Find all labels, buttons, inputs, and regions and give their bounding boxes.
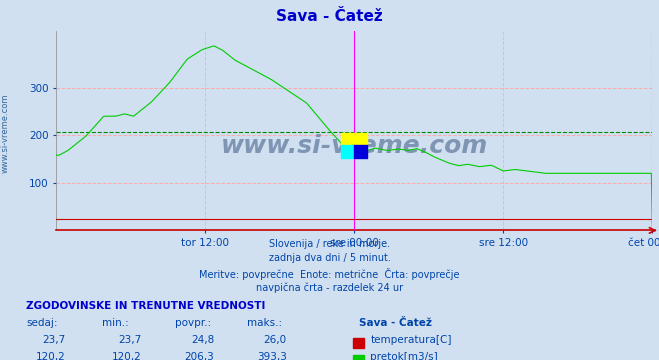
Text: ZGODOVINSKE IN TRENUTNE VREDNOSTI: ZGODOVINSKE IN TRENUTNE VREDNOSTI — [26, 301, 266, 311]
Text: Sava - Čatež: Sava - Čatež — [359, 318, 432, 328]
Text: 24,8: 24,8 — [191, 335, 214, 345]
Text: Sava - Čatež: Sava - Čatež — [276, 9, 383, 24]
Text: www.si-vreme.com: www.si-vreme.com — [1, 94, 10, 173]
Text: navpična črta - razdelek 24 ur: navpična črta - razdelek 24 ur — [256, 282, 403, 293]
Text: zadnja dva dni / 5 minut.: zadnja dva dni / 5 minut. — [269, 253, 390, 264]
Text: 23,7: 23,7 — [119, 335, 142, 345]
Text: Meritve: povprečne  Enote: metrične  Črta: povprečje: Meritve: povprečne Enote: metrične Črta:… — [199, 268, 460, 280]
Text: 120,2: 120,2 — [36, 352, 66, 360]
Text: temperatura[C]: temperatura[C] — [370, 335, 452, 345]
Text: 120,2: 120,2 — [112, 352, 142, 360]
Text: maks.:: maks.: — [247, 318, 282, 328]
Text: povpr.:: povpr.: — [175, 318, 211, 328]
Text: 393,3: 393,3 — [257, 352, 287, 360]
Text: www.si-vreme.com: www.si-vreme.com — [221, 135, 488, 158]
Text: 23,7: 23,7 — [43, 335, 66, 345]
Text: 206,3: 206,3 — [185, 352, 214, 360]
Text: pretok[m3/s]: pretok[m3/s] — [370, 352, 438, 360]
Text: Slovenija / reke in morje.: Slovenija / reke in morje. — [269, 239, 390, 249]
Text: min.:: min.: — [102, 318, 129, 328]
Text: sedaj:: sedaj: — [26, 318, 58, 328]
Text: 26,0: 26,0 — [264, 335, 287, 345]
